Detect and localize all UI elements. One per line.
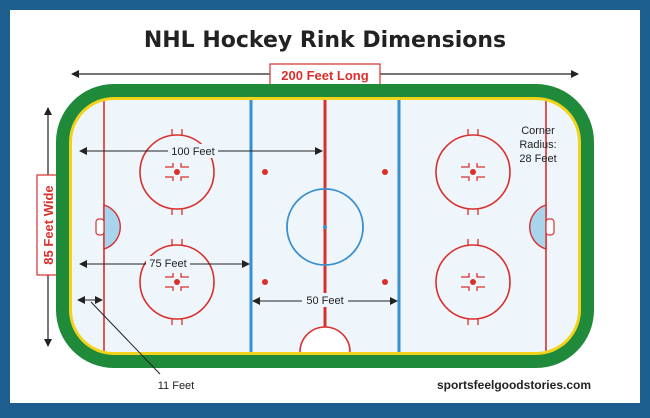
faceoff-circle bbox=[435, 129, 511, 215]
dim-100-bg bbox=[168, 144, 218, 158]
neutral-dot bbox=[382, 169, 388, 175]
goal-crease-right bbox=[529, 204, 547, 250]
corner-label-line1: Corner bbox=[521, 125, 555, 137]
goal-net-right bbox=[545, 218, 555, 236]
neutral-dot bbox=[262, 279, 268, 285]
dim-11-label: 11 Feet bbox=[158, 380, 195, 392]
referee-crease bbox=[299, 326, 351, 352]
corner-label-line3: 28 Feet bbox=[519, 153, 556, 165]
dim-100-label: 100 Feet bbox=[171, 146, 214, 158]
dim-11-leader bbox=[90, 301, 161, 375]
center-circle bbox=[286, 188, 364, 266]
faceoff-circle bbox=[435, 239, 511, 325]
corner-label-line2: Radius: bbox=[519, 139, 556, 151]
dim-50-bg bbox=[302, 293, 348, 307]
neutral-dot bbox=[382, 279, 388, 285]
dim-75-bg bbox=[146, 256, 190, 270]
neutral-dot bbox=[262, 169, 268, 175]
dim-50-label: 50 Feet bbox=[306, 295, 343, 307]
goal-net-left bbox=[95, 218, 105, 236]
page-title: NHL Hockey Rink Dimensions bbox=[144, 28, 506, 53]
length-label: 200 Feet Long bbox=[281, 68, 368, 83]
goal-crease-left bbox=[103, 204, 121, 250]
center-dot bbox=[323, 225, 327, 229]
site-credit: sportsfeelgoodstories.com bbox=[437, 378, 591, 392]
faceoff-circle bbox=[139, 129, 215, 215]
faceoff-circle bbox=[139, 239, 215, 325]
dim-75-label: 75 Feet bbox=[149, 258, 186, 270]
width-label: 85 Feet Wide bbox=[41, 185, 56, 264]
